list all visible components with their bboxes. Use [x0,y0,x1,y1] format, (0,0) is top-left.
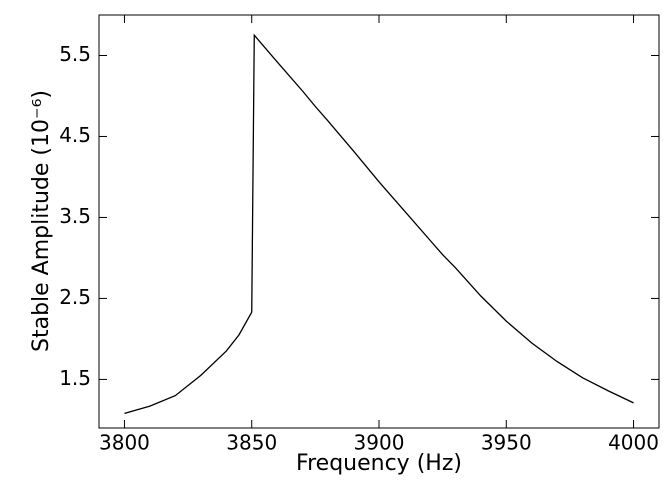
x-tick-label: 3850 [226,431,277,455]
y-tick-label: 5.5 [59,42,91,66]
y-axis-label: Stable Amplitude (10⁻⁶) [29,90,54,352]
x-tick-label: 3950 [481,431,532,455]
plot-frame [98,14,660,429]
x-tick-label: 3900 [354,431,405,455]
line [124,33,634,415]
y-tick-label: 3.5 [59,204,91,228]
x-tick-label: 3800 [99,431,150,455]
y-tick-label: 2.5 [59,285,91,309]
x-axis-label: Frequency (Hz) [296,451,462,476]
x-tick-label: 4000 [608,431,659,455]
y-tick-label: 1.5 [59,366,91,390]
y-tick-label: 4.5 [59,123,91,147]
